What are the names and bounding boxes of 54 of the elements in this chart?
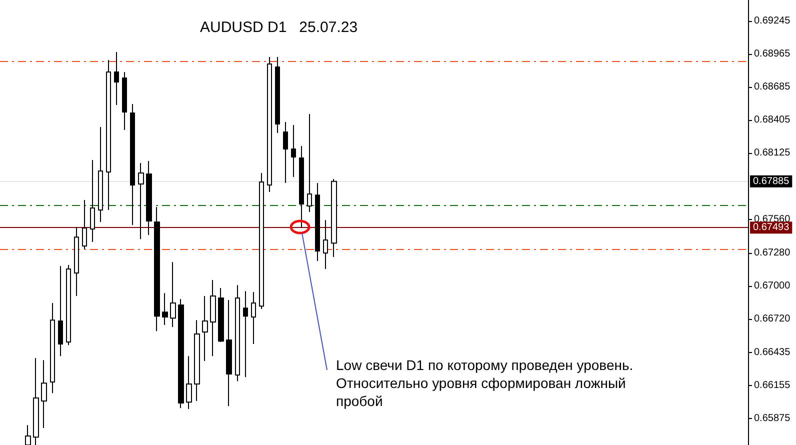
y-tick-label: 0.67280 [754, 247, 791, 258]
candlestick [283, 121, 288, 184]
candlestick [323, 220, 328, 270]
candlestick [138, 162, 144, 240]
y-tick-label: 0.68965 [754, 48, 791, 60]
candlestick [50, 302, 55, 394]
candlestick [162, 292, 168, 326]
y-tick-label: 0.66155 [754, 380, 791, 391]
candlestick [146, 160, 152, 236]
candlestick [218, 288, 224, 343]
candlestick [315, 182, 320, 262]
candlestick [58, 266, 63, 357]
candlestick [74, 226, 79, 297]
candlestick [154, 206, 160, 332]
candlestick [82, 200, 87, 250]
text: AUDUSD D1 25.07.23 [200, 19, 358, 36]
candlestick [178, 298, 184, 409]
candlestick [106, 60, 111, 211]
candlestick [186, 356, 192, 410]
candlestick [251, 292, 256, 345]
candlestick [170, 262, 176, 328]
candlestick [114, 52, 119, 106]
candlestick [122, 71, 127, 130]
candlestick [299, 146, 304, 228]
candlestick [33, 358, 39, 445]
y-tick-label: 0.67000 [754, 280, 791, 292]
candlestick [90, 160, 95, 243]
candlestick [66, 264, 71, 346]
candlestick [275, 56, 280, 134]
candlestick [202, 296, 208, 362]
candlestick [226, 300, 232, 407]
y-tick-label: 0.68125 [754, 148, 791, 159]
y-tick-label: 0.66435 [754, 346, 791, 358]
y-tick-label: 0.66720 [754, 313, 791, 324]
candlestick [41, 360, 47, 429]
candlestick [25, 424, 31, 445]
candlestick [259, 172, 264, 310]
annotation: Low свечи D1 по которому проведен уровень. Относительно уровня сформирован ложный пробой [336, 357, 634, 409]
candlestick [235, 284, 240, 382]
candlestick [331, 178, 337, 258]
y-tick-label: 0.68685 [754, 82, 791, 93]
ref-line-label: 0.67885 [753, 176, 790, 187]
candlestick [243, 290, 248, 378]
candlestick [130, 104, 135, 226]
candlestick [210, 279, 216, 357]
candlestick [291, 124, 296, 178]
candlestick [98, 126, 103, 222]
candlestick [194, 320, 200, 402]
y-tick-label: 0.68405 [754, 114, 791, 126]
y-tick-label: 0.69245 [754, 15, 791, 26]
ref-line-label: 0.67493 [753, 222, 790, 234]
y-tick-label: 0.65875 [754, 412, 791, 424]
candlestick [267, 56, 272, 193]
candlestick [307, 114, 312, 213]
